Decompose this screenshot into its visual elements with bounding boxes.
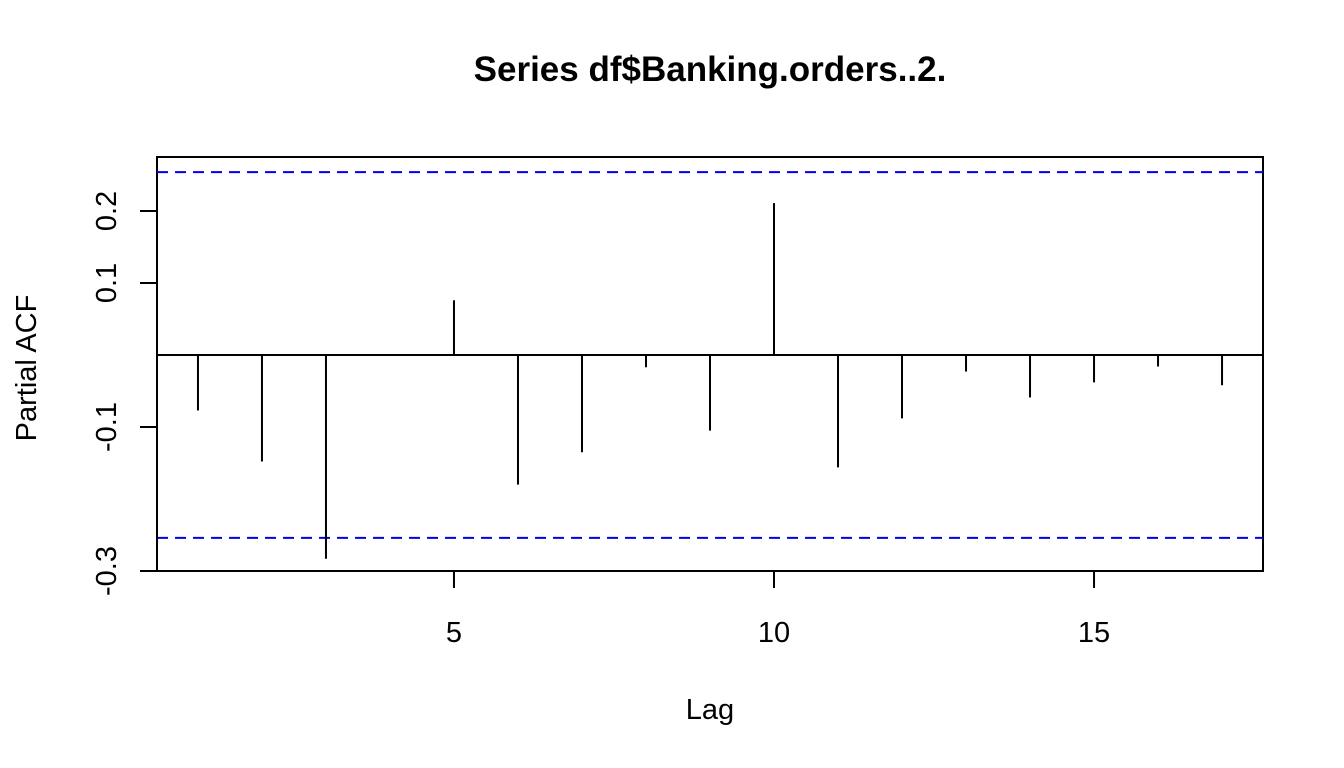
plot-area: 5 10 15 -0.3 -0.1 0.1 0.2 bbox=[91, 156, 1264, 649]
x-tick-label: 5 bbox=[446, 617, 462, 649]
x-axis-label: Lag bbox=[686, 694, 734, 726]
y-axis-label: Partial ACF bbox=[11, 295, 43, 442]
y-tick-label: 0.2 bbox=[91, 191, 123, 231]
y-tick-label: -0.3 bbox=[91, 546, 123, 596]
x-tick-label: 15 bbox=[1078, 617, 1110, 649]
y-tick-label: 0.1 bbox=[91, 263, 123, 303]
x-tick-label: 10 bbox=[758, 617, 790, 649]
chart-title: Series df$Banking.orders..2. bbox=[474, 50, 947, 89]
y-tick-label: -0.1 bbox=[91, 402, 123, 452]
